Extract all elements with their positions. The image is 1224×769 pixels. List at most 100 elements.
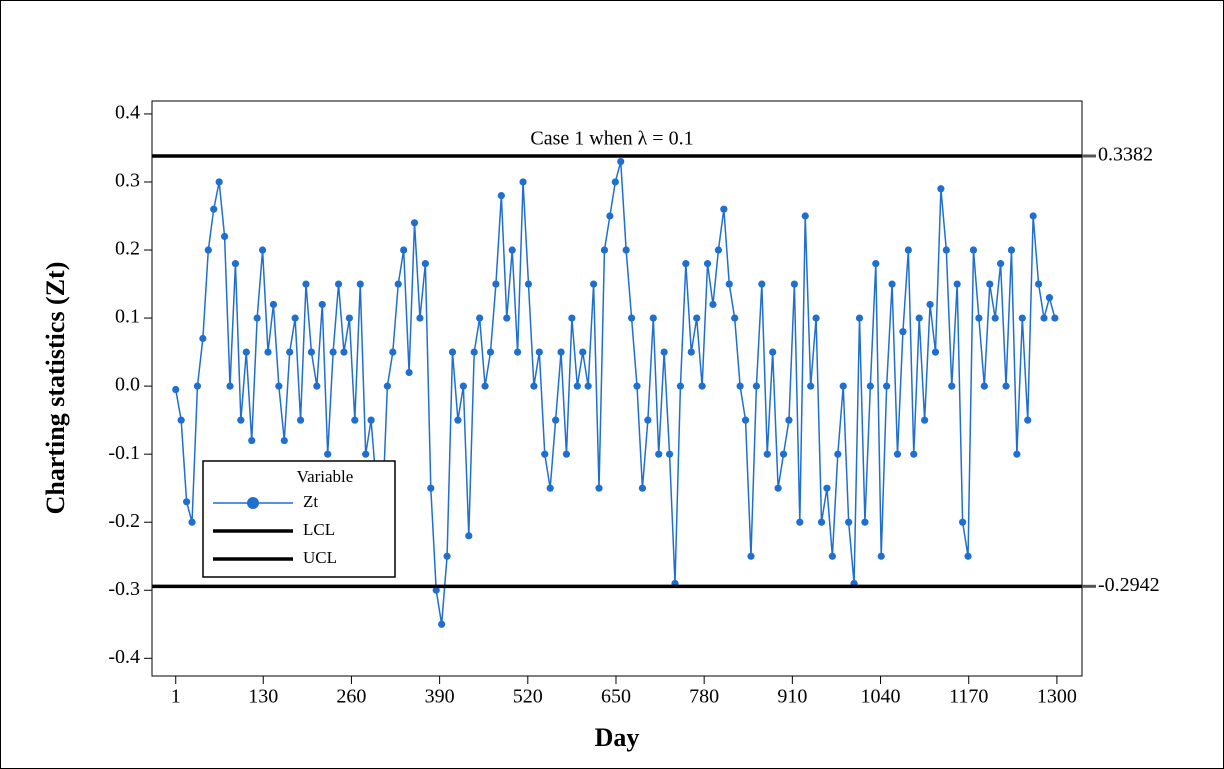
- y-tick-label: 0.3: [115, 170, 140, 192]
- data-point: [622, 246, 630, 254]
- x-tick-label: 780: [689, 686, 719, 708]
- data-point: [725, 280, 733, 288]
- data-point: [589, 280, 598, 288]
- data-point: [193, 382, 202, 390]
- data-point: [893, 450, 902, 458]
- data-point: [796, 518, 804, 526]
- data-point: [286, 348, 294, 356]
- data-point: [948, 382, 956, 390]
- data-point: [855, 314, 864, 322]
- data-point: [546, 484, 554, 492]
- y-tick-label: 0.2: [115, 238, 140, 260]
- data-point: [665, 450, 674, 458]
- data-point: [573, 382, 581, 390]
- data-point: [996, 260, 1005, 268]
- data-point: [942, 246, 950, 254]
- data-point: [557, 348, 565, 356]
- data-point: [676, 382, 685, 390]
- data-point: [367, 416, 375, 424]
- data-point: [291, 314, 299, 322]
- data-point: [986, 280, 994, 288]
- data-point: [199, 334, 207, 343]
- data-point: [383, 382, 391, 390]
- data-point: [248, 436, 256, 445]
- data-point: [237, 416, 245, 424]
- data-point: [324, 450, 332, 458]
- data-point: [883, 382, 891, 390]
- data-point: [508, 246, 516, 254]
- data-point: [486, 348, 495, 356]
- data-point: [969, 246, 978, 254]
- data-point: [899, 328, 907, 336]
- data-point: [1051, 314, 1059, 322]
- data-point: [752, 382, 760, 390]
- data-point: [340, 348, 348, 356]
- data-point: [926, 300, 934, 309]
- data-point: [438, 620, 446, 628]
- data-point: [470, 348, 478, 356]
- data-point: [703, 260, 712, 268]
- data-point: [552, 416, 560, 424]
- data-point: [568, 314, 576, 322]
- data-point: [579, 348, 587, 356]
- data-point: [774, 484, 782, 492]
- data-point: [389, 348, 397, 356]
- data-point: [736, 382, 744, 390]
- data-point: [1045, 294, 1054, 302]
- plot-area: [151, 100, 1083, 677]
- data-point: [459, 382, 467, 390]
- data-point: [481, 382, 489, 390]
- x-tick-label: 1300: [1037, 686, 1077, 708]
- data-point: [465, 532, 473, 540]
- data-point: [790, 280, 798, 288]
- x-tick-label: 1170: [949, 686, 988, 708]
- data-point: [655, 450, 663, 458]
- data-point: [476, 314, 484, 322]
- data-point: [812, 314, 820, 322]
- data-point: [541, 450, 549, 458]
- data-point: [296, 416, 305, 424]
- data-point: [959, 518, 967, 526]
- data-point: [698, 382, 706, 390]
- data-point: [769, 348, 777, 356]
- data-point: [709, 300, 717, 309]
- data-point: [714, 246, 723, 254]
- data-point: [448, 348, 457, 356]
- data-point: [845, 518, 853, 526]
- data-point: [991, 314, 999, 322]
- data-point: [584, 382, 592, 390]
- data-point: [904, 246, 912, 254]
- data-point: [362, 450, 370, 458]
- x-tick-label: 520: [513, 686, 543, 708]
- data-point: [264, 348, 272, 356]
- annotation: Case 1 when λ = 0.1: [530, 128, 693, 150]
- data-point: [741, 416, 750, 424]
- data-point: [535, 348, 543, 356]
- data-point: [828, 552, 836, 560]
- data-point: [660, 348, 668, 356]
- data-point: [562, 450, 571, 458]
- y-tick-label: -0.2: [108, 510, 140, 532]
- data-point: [258, 246, 267, 254]
- data-point: [410, 219, 419, 227]
- x-tick-label: 1: [171, 686, 181, 708]
- data-point: [633, 382, 641, 390]
- data-point: [454, 416, 462, 424]
- legend-title: Variable: [297, 467, 354, 486]
- x-tick-label: 390: [425, 686, 455, 708]
- data-point: [204, 246, 212, 254]
- data-point: [617, 157, 625, 166]
- data-point: [231, 260, 240, 268]
- data-point: [595, 484, 603, 492]
- data-point: [351, 416, 359, 424]
- data-point: [400, 246, 408, 254]
- y-tick-label: -0.1: [108, 442, 140, 464]
- limit-label: -0.2942: [1098, 574, 1160, 596]
- data-point: [503, 314, 511, 322]
- data-point: [318, 300, 326, 309]
- data-point: [313, 382, 321, 390]
- data-point: [1029, 212, 1037, 220]
- data-point: [649, 314, 657, 322]
- data-point: [817, 518, 826, 526]
